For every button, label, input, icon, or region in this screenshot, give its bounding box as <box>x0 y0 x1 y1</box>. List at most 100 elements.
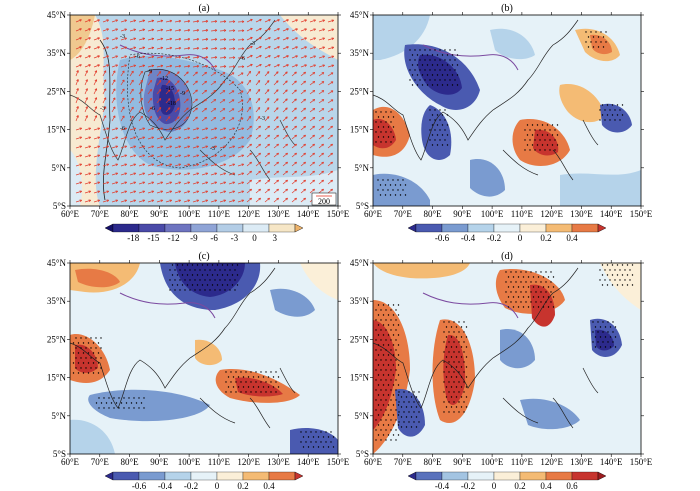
colorbar-tick-label: -0.6 <box>132 481 147 491</box>
colorbar-swatch <box>138 223 166 233</box>
lon-tick-label: 130°E <box>570 457 593 467</box>
contour-label: -6 <box>120 126 125 132</box>
colorbar-swatch <box>467 223 495 233</box>
colorbar-extend-high <box>294 223 304 233</box>
panel-c-axes: 60°E 70°E 80°E 90°E 100°E 110°E 120°E 130°E 140°… <box>47 258 350 467</box>
lat-tick-label: 35°N <box>350 48 370 58</box>
lat-tick-label: 5°S <box>356 201 369 211</box>
lon-tick-label: 110°E <box>511 457 534 467</box>
panel-b: (b) <box>372 3 642 207</box>
colorbar-swatch <box>571 223 599 233</box>
lon-tick-label: 140°E <box>600 209 623 219</box>
lat-tick-label: 25°N <box>350 86 370 96</box>
lon-tick-label: 130°E <box>267 457 290 467</box>
lon-tick-label: 100°E <box>481 457 504 467</box>
contour-label: -6 <box>240 56 245 62</box>
colorbar-tick-label: -0.4 <box>461 233 476 243</box>
lon-tick-label: 150°E <box>630 457 653 467</box>
lat-tick-label: 5°S <box>53 201 66 211</box>
lat-tick-label: 5°S <box>53 449 66 459</box>
colorbar-tick-label: 0 <box>518 233 523 243</box>
contour-label: -3 <box>260 116 265 122</box>
lon-tick-label: 60°E <box>364 209 383 219</box>
colorbar-swatch <box>190 471 218 481</box>
panel-d-axes: 60°E 70°E 80°E 90°E 100°E 110°E 120°E 130°E 140°… <box>350 258 653 467</box>
colorbar-swatch <box>242 471 270 481</box>
lon-tick-label: 90°E <box>150 209 169 219</box>
lon-tick-label: 70°E <box>91 209 110 219</box>
lat-tick-label: 5°S <box>356 449 369 459</box>
lat-tick-label: 15°N <box>350 125 370 135</box>
contour-label: -3 <box>120 34 125 40</box>
colorbar-tick-label: 0.2 <box>514 481 525 491</box>
colorbar-extend-high <box>597 223 607 233</box>
lat-tick-label: 45°N <box>350 10 370 20</box>
lon-tick-label: 150°E <box>630 209 653 219</box>
colorbar-tick-label: -18 <box>127 233 139 243</box>
lat-tick-label: 5°N <box>354 163 369 173</box>
lon-tick-label: 110°E <box>208 457 231 467</box>
panel-c-label: (c) <box>198 251 209 262</box>
lat-tick-label: 5°N <box>51 163 66 173</box>
panel-a-colorbar: -18 -15 -12 -9 -6 -3 0 3 <box>104 223 304 243</box>
lon-tick-label: 90°E <box>453 457 472 467</box>
lon-tick-label: 140°E <box>600 457 623 467</box>
lon-tick-label: 110°E <box>208 209 231 219</box>
lat-tick-label: 25°N <box>47 334 67 344</box>
lat-tick-label: 45°N <box>47 258 67 268</box>
contour-label: -3 <box>250 41 255 47</box>
colorbar-tick-label: 0 <box>252 233 257 243</box>
lon-tick-label: 110°E <box>511 209 534 219</box>
lat-tick-label: 5°N <box>354 411 369 421</box>
panel-d-colorbar: -0.4 -0.2 0 0.2 0.4 0.6 <box>407 471 607 491</box>
lon-tick-label: 130°E <box>570 209 593 219</box>
lat-tick-label: 15°N <box>47 125 67 135</box>
lat-tick-label: 45°N <box>350 258 370 268</box>
panel-a-axes: 60°E 70°E 80°E 90°E 100°E 110°E 120°E 130°E 140°… <box>47 10 350 219</box>
contour-label: -6 <box>135 54 140 60</box>
colorbar-swatch <box>467 471 495 481</box>
colorbar-swatch <box>268 223 296 233</box>
lon-tick-label: 120°E <box>540 209 563 219</box>
colorbar-tick-label: 0 <box>215 481 220 491</box>
contour-label: -9 <box>180 91 185 97</box>
colorbar-swatch <box>571 471 599 481</box>
colorbar-swatch <box>545 471 573 481</box>
panel-b-axes: 60°E 70°E 80°E 90°E 100°E 110°E 120°E 130°E 140°… <box>350 10 653 219</box>
colorbar-tick-label: 0.6 <box>566 481 578 491</box>
colorbar-swatch <box>519 223 547 233</box>
colorbar-tick-label: -0.6 <box>435 233 450 243</box>
colorbar-swatch <box>242 223 270 233</box>
lon-tick-label: 120°E <box>540 457 563 467</box>
lon-tick-label: 80°E <box>121 209 140 219</box>
panel-c-map <box>70 263 338 454</box>
reference-vector-value: 200 <box>318 197 330 206</box>
lon-tick-label: 70°E <box>394 209 413 219</box>
colorbar-swatch <box>415 223 443 233</box>
lon-tick-label: 70°E <box>91 457 110 467</box>
colorbar-swatch <box>493 223 521 233</box>
colorbar-tick-label: 0.4 <box>566 233 578 243</box>
colorbar-swatch <box>545 223 573 233</box>
colorbar-extend-low <box>104 223 114 233</box>
panel-b-label: (b) <box>501 3 513 14</box>
contour-label: -15 <box>166 86 174 92</box>
lon-tick-label: 80°E <box>424 457 443 467</box>
lat-tick-label: 35°N <box>350 296 370 306</box>
colorbar-tick-label: -0.2 <box>184 481 198 491</box>
lat-tick-label: 35°N <box>47 296 67 306</box>
colorbar-tick-label: -6 <box>210 233 218 243</box>
lon-tick-label: 140°E <box>297 209 320 219</box>
colorbar-extend-low <box>407 471 417 481</box>
colorbar-swatch <box>415 471 443 481</box>
panel-c: (c) <box>69 251 339 455</box>
colorbar-swatch <box>519 471 547 481</box>
lat-tick-label: 5°N <box>51 411 66 421</box>
lon-tick-label: 90°E <box>453 209 472 219</box>
lon-tick-label: 120°E <box>237 209 260 219</box>
colorbar-tick-label: -15 <box>147 233 159 243</box>
colorbar-swatch <box>138 471 166 481</box>
colorbar-swatch <box>112 471 140 481</box>
lat-tick-label: 25°N <box>350 334 370 344</box>
contour-label: -9 <box>147 69 152 75</box>
